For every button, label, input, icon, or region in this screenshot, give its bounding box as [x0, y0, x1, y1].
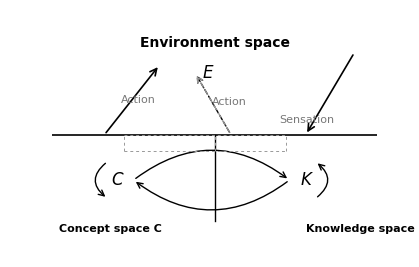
- Text: Concept space C: Concept space C: [59, 223, 162, 234]
- FancyArrowPatch shape: [137, 182, 287, 210]
- FancyArrowPatch shape: [318, 164, 328, 197]
- Text: Knowledge space K: Knowledge space K: [306, 223, 419, 234]
- Text: C: C: [111, 171, 123, 189]
- Text: Action: Action: [121, 95, 155, 105]
- Text: E: E: [203, 64, 214, 82]
- FancyArrowPatch shape: [95, 163, 106, 196]
- Text: Environment space: Environment space: [140, 36, 290, 50]
- FancyArrowPatch shape: [136, 150, 286, 178]
- Text: K: K: [300, 171, 311, 189]
- Text: Sensation: Sensation: [280, 115, 335, 125]
- Text: Action: Action: [212, 97, 246, 107]
